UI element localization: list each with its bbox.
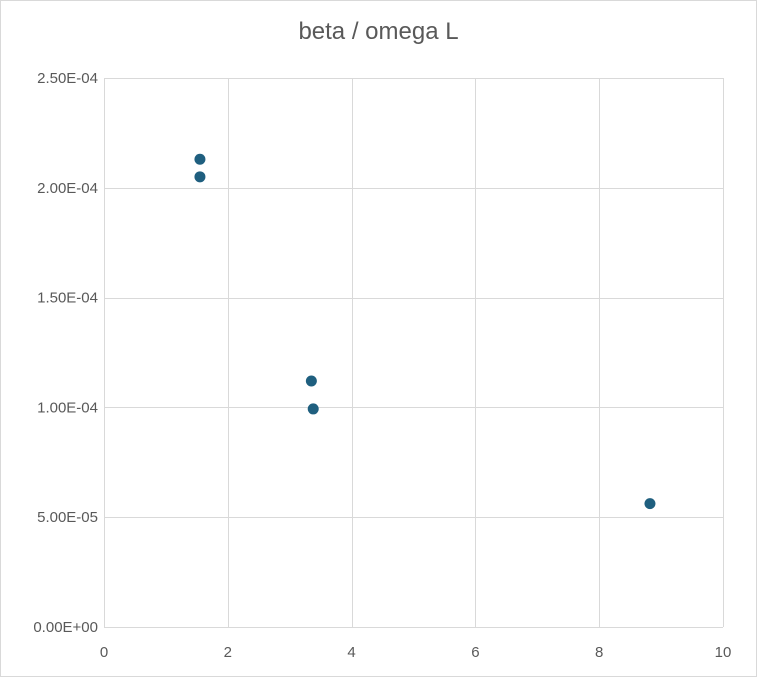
x-tick-label: 0: [100, 644, 108, 661]
data-point: [307, 403, 319, 415]
x-tick-label: 2: [224, 644, 232, 661]
x-tick-label: 6: [471, 644, 479, 661]
data-point: [644, 498, 656, 510]
data-point: [194, 171, 206, 183]
data-point: [305, 375, 317, 387]
chart-title: beta / omega L: [298, 18, 459, 45]
y-tick-label: 1.50E-04: [37, 290, 98, 307]
y-tick-label: 1.00E-04: [37, 399, 98, 416]
x-tick-label: 10: [715, 644, 732, 661]
x-tick-label: 8: [595, 644, 603, 661]
data-point: [194, 153, 206, 165]
x-tick-label: 4: [347, 644, 355, 661]
y-tick-label: 0.00E+00: [33, 619, 98, 636]
y-tick-label: 2.50E-04: [37, 70, 98, 87]
y-tick-label: 5.00E-05: [37, 509, 98, 526]
y-tick-label: 2.00E-04: [37, 180, 98, 197]
